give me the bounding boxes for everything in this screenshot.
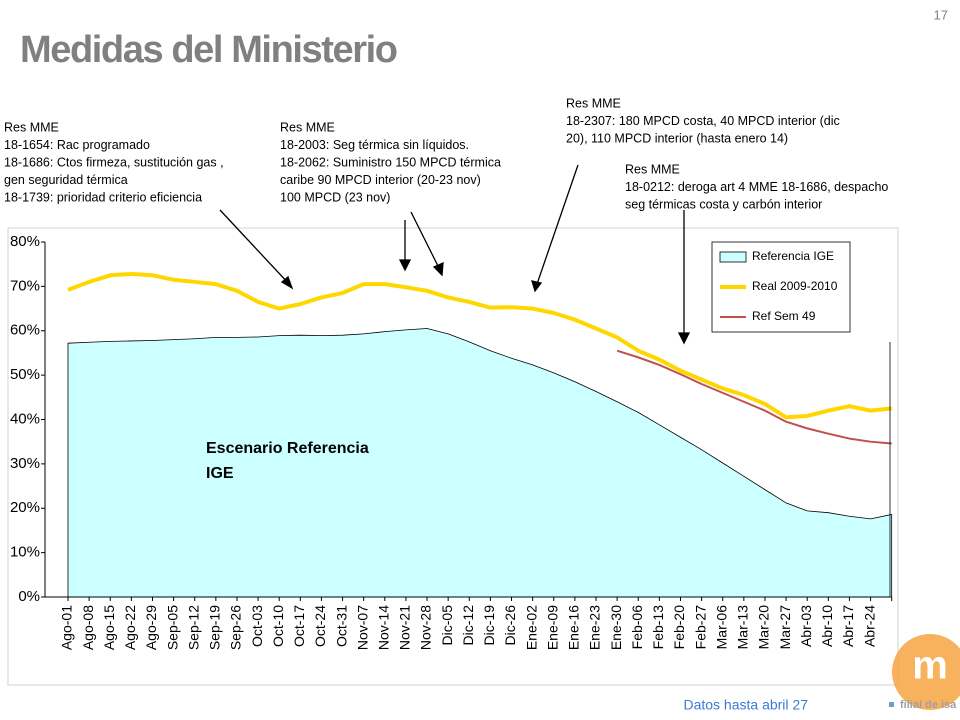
area-label: IGE xyxy=(206,465,234,482)
x-tick-label: Abr-10 xyxy=(819,605,835,647)
annotation-line: Res MME xyxy=(4,120,59,134)
legend-label: Real 2009-2010 xyxy=(752,279,838,293)
area-label: Escenario Referencia xyxy=(206,440,369,457)
logo-letter: m xyxy=(912,644,948,688)
y-tick-label: 60% xyxy=(10,322,40,339)
arrows xyxy=(219,164,691,345)
x-tick-label: Dic-12 xyxy=(460,605,476,646)
x-tick-label: Mar-06 xyxy=(713,605,729,650)
legend-label: Referencia IGE xyxy=(752,249,834,263)
annotation-line: 18-1686: Ctos firmeza, sustitución gas , xyxy=(4,155,224,169)
annotation-line: Res MME xyxy=(280,120,335,134)
y-tick-label: 70% xyxy=(10,277,40,294)
page-number: 17 xyxy=(934,7,948,22)
x-tick-label: Dic-05 xyxy=(439,605,455,646)
annotation-line: gen seguridad térmica xyxy=(4,173,128,187)
x-tick-label: Feb-27 xyxy=(692,605,708,650)
x-tick-label: Ene-30 xyxy=(608,605,624,650)
annotation-line: 18-1739: prioridad criterio eficiencia xyxy=(4,190,202,204)
x-tick-label: Ago-15 xyxy=(101,605,117,650)
x-tick-label: Ago-08 xyxy=(80,605,96,650)
y-tick-label: 0% xyxy=(18,588,40,605)
x-tick-label: Sep-12 xyxy=(185,605,201,650)
x-tick-label: Feb-20 xyxy=(671,605,687,650)
y-tick-label: 30% xyxy=(10,455,40,472)
slide-title: Medidas del Ministerio xyxy=(20,29,398,71)
y-tick-label: 10% xyxy=(10,544,40,561)
annotation-line: Res MME xyxy=(625,162,680,176)
x-tick-label: Ene-23 xyxy=(587,605,603,650)
y-tick-label: 50% xyxy=(10,366,40,383)
line xyxy=(616,349,892,445)
logo-text: filial de isa xyxy=(900,699,957,711)
annotation-line: 18-1654: Rac programado xyxy=(4,138,150,152)
y-tick-label: 80% xyxy=(10,233,40,250)
x-tick-label: Sep-19 xyxy=(207,605,223,650)
annotation-line: Res MME xyxy=(566,96,621,110)
logo-mark xyxy=(892,634,960,710)
annotation-line: 18-0212: deroga art 4 MME 18-1686, despa… xyxy=(625,180,888,194)
x-tick-label: Ene-02 xyxy=(523,605,539,650)
annotation-line: seg térmicas costa y carbón interior xyxy=(625,197,822,211)
annotation-line: 18-2003: Seg térmica sin líquidos. xyxy=(280,138,469,152)
x-tick-label: Ene-16 xyxy=(566,605,582,650)
annotation-line: 100 MPCD (23 nov) xyxy=(280,190,390,204)
annotation-line: caribe 90 MPCD interior (20-23 nov) xyxy=(280,173,481,187)
legend-swatch xyxy=(719,251,747,263)
legend-label: Ref Sem 49 xyxy=(752,309,816,323)
x-tick-label: Abr-24 xyxy=(861,605,877,647)
x-tick-label: Abr-17 xyxy=(840,605,856,647)
area xyxy=(67,328,893,598)
line xyxy=(67,271,892,420)
x-tick-label: Sep-26 xyxy=(228,605,244,650)
x-tick-label: Nov-21 xyxy=(397,605,413,650)
y-tick-label: 40% xyxy=(10,410,40,427)
x-tick-label: Feb-13 xyxy=(650,605,666,650)
x-tick-label: Oct-03 xyxy=(249,605,265,647)
logo-square xyxy=(889,702,894,707)
x-tick-label: Oct-24 xyxy=(312,605,328,647)
x-tick-label: Ago-22 xyxy=(122,605,138,650)
x-tick-label: Nov-28 xyxy=(418,605,434,650)
x-tick-label: Ene-09 xyxy=(544,605,560,650)
x-tick-label: Oct-10 xyxy=(270,605,286,647)
x-tick-label: Mar-13 xyxy=(735,605,751,650)
x-tick-label: Ago-29 xyxy=(143,605,159,650)
x-tick-label: Dic-26 xyxy=(502,605,518,646)
x-tick-label: Abr-03 xyxy=(798,605,814,647)
footnote: Datos hasta abril 27 xyxy=(683,697,808,713)
x-tick-label: Mar-20 xyxy=(756,605,772,650)
x-tick-label: Sep-05 xyxy=(164,605,180,650)
annotation-line: 18-2307: 180 MPCD costa, 40 MPCD interio… xyxy=(566,114,840,128)
x-tick-label: Mar-27 xyxy=(777,605,793,650)
x-tick-label: Nov-14 xyxy=(376,605,392,650)
x-tick-label: Oct-31 xyxy=(333,605,349,647)
y-tick-label: 20% xyxy=(10,499,40,516)
x-tick-label: Ago-01 xyxy=(59,605,75,650)
x-tick-label: Dic-19 xyxy=(481,605,497,646)
x-tick-label: Feb-06 xyxy=(629,605,645,650)
x-tick-label: Oct-17 xyxy=(291,605,307,647)
annotation-line: 20), 110 MPCD interior (hasta enero 14) xyxy=(566,131,788,145)
annotation-line: 18-2062: Suministro 150 MPCD térmica xyxy=(280,155,501,169)
x-tick-label: Nov-07 xyxy=(354,605,370,650)
